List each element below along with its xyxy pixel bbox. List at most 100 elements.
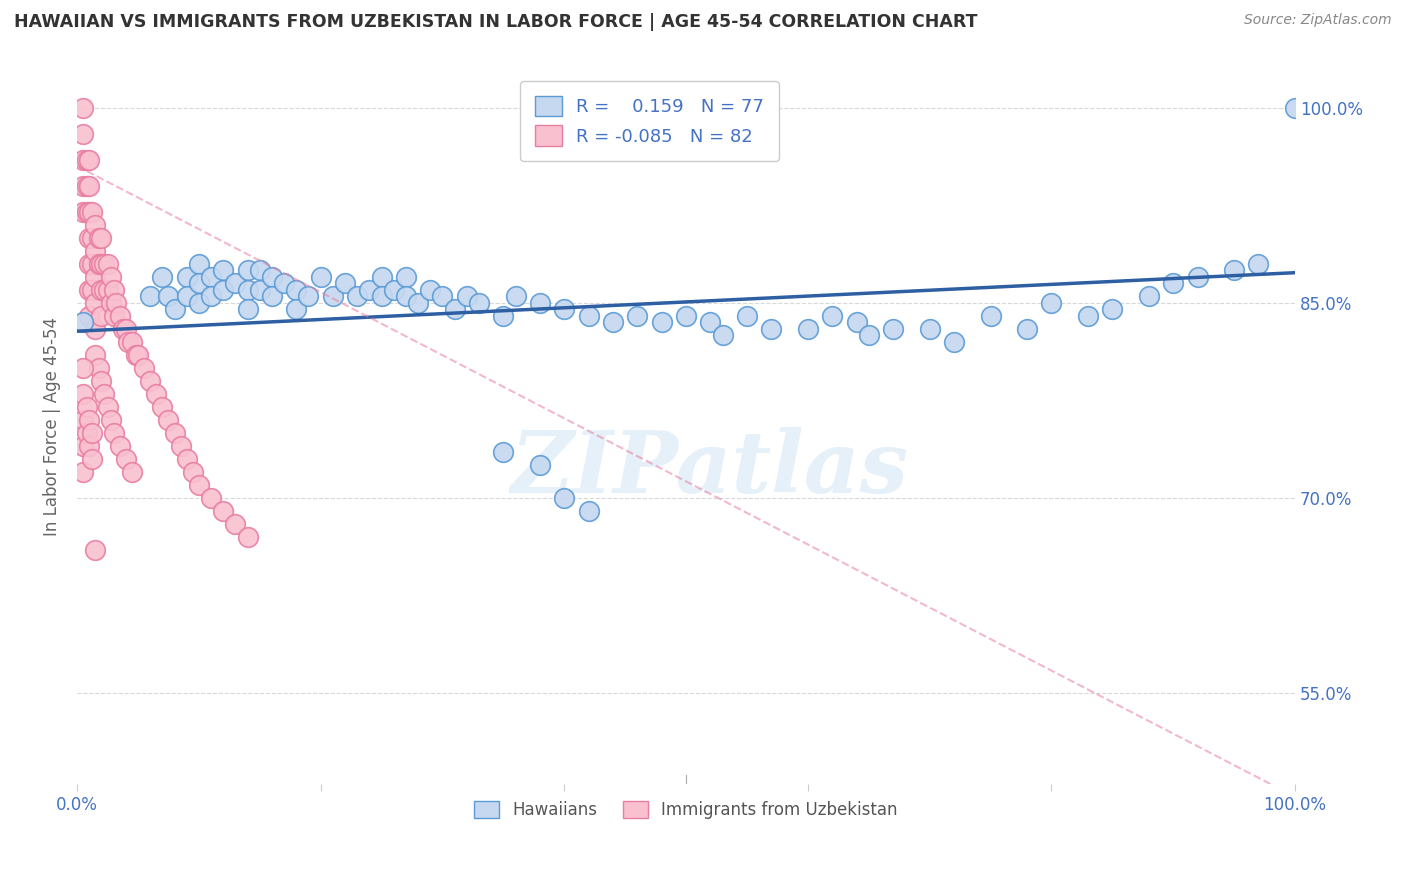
Point	[93, 256, 115, 270]
Point	[553, 491, 575, 505]
Point	[370, 289, 392, 303]
Point	[77, 283, 100, 297]
Point	[100, 269, 122, 284]
Point	[395, 269, 418, 284]
Point	[1015, 321, 1038, 335]
Point	[1101, 302, 1123, 317]
Point	[711, 328, 734, 343]
Point	[1040, 295, 1063, 310]
Point	[72, 127, 94, 141]
Point	[309, 269, 332, 284]
Point	[76, 153, 98, 167]
Point	[626, 309, 648, 323]
Point	[72, 439, 94, 453]
Point	[80, 230, 103, 244]
Point	[882, 321, 904, 335]
Point	[236, 263, 259, 277]
Point	[121, 334, 143, 349]
Point	[176, 269, 198, 284]
Point	[77, 178, 100, 193]
Point	[108, 309, 131, 323]
Point	[84, 295, 107, 310]
Point	[72, 465, 94, 479]
Point	[333, 276, 356, 290]
Point	[90, 230, 112, 244]
Point	[187, 276, 209, 290]
Point	[90, 309, 112, 323]
Point	[103, 283, 125, 297]
Point	[187, 295, 209, 310]
Point	[236, 302, 259, 317]
Point	[468, 295, 491, 310]
Legend: Hawaiians, Immigrants from Uzbekistan: Hawaiians, Immigrants from Uzbekistan	[468, 794, 904, 825]
Point	[505, 289, 527, 303]
Point	[114, 451, 136, 466]
Point	[87, 256, 110, 270]
Point	[121, 465, 143, 479]
Point	[72, 101, 94, 115]
Point	[84, 348, 107, 362]
Point	[103, 425, 125, 440]
Point	[187, 477, 209, 491]
Point	[419, 283, 441, 297]
Point	[77, 412, 100, 426]
Point	[84, 269, 107, 284]
Point	[150, 400, 173, 414]
Point	[76, 178, 98, 193]
Point	[1077, 309, 1099, 323]
Point	[80, 204, 103, 219]
Point	[77, 204, 100, 219]
Point	[72, 204, 94, 219]
Point	[406, 295, 429, 310]
Point	[200, 491, 222, 505]
Point	[103, 309, 125, 323]
Point	[100, 295, 122, 310]
Point	[260, 289, 283, 303]
Point	[212, 263, 235, 277]
Point	[163, 302, 186, 317]
Point	[90, 374, 112, 388]
Point	[249, 283, 271, 297]
Point	[124, 348, 146, 362]
Point	[260, 269, 283, 284]
Point	[90, 256, 112, 270]
Point	[132, 360, 155, 375]
Point	[578, 503, 600, 517]
Point	[1187, 269, 1209, 284]
Point	[112, 321, 135, 335]
Y-axis label: In Labor Force | Age 45-54: In Labor Force | Age 45-54	[44, 317, 60, 535]
Point	[236, 283, 259, 297]
Point	[80, 283, 103, 297]
Point	[529, 458, 551, 472]
Point	[432, 289, 454, 303]
Text: HAWAIIAN VS IMMIGRANTS FROM UZBEKISTAN IN LABOR FORCE | AGE 45-54 CORRELATION CH: HAWAIIAN VS IMMIGRANTS FROM UZBEKISTAN I…	[14, 13, 977, 31]
Point	[1161, 276, 1184, 290]
Point	[1247, 256, 1270, 270]
Point	[77, 309, 100, 323]
Point	[163, 425, 186, 440]
Point	[139, 374, 162, 388]
Point	[395, 289, 418, 303]
Point	[72, 315, 94, 329]
Point	[72, 153, 94, 167]
Point	[675, 309, 697, 323]
Point	[346, 289, 368, 303]
Point	[96, 283, 118, 297]
Point	[553, 302, 575, 317]
Point	[735, 309, 758, 323]
Point	[212, 283, 235, 297]
Text: Source: ZipAtlas.com: Source: ZipAtlas.com	[1244, 13, 1392, 28]
Point	[200, 289, 222, 303]
Point	[96, 256, 118, 270]
Point	[145, 386, 167, 401]
Point	[297, 289, 319, 303]
Point	[249, 263, 271, 277]
Point	[821, 309, 844, 323]
Point	[212, 503, 235, 517]
Point	[918, 321, 941, 335]
Point	[105, 295, 128, 310]
Point	[117, 334, 139, 349]
Point	[169, 439, 191, 453]
Point	[108, 439, 131, 453]
Point	[90, 283, 112, 297]
